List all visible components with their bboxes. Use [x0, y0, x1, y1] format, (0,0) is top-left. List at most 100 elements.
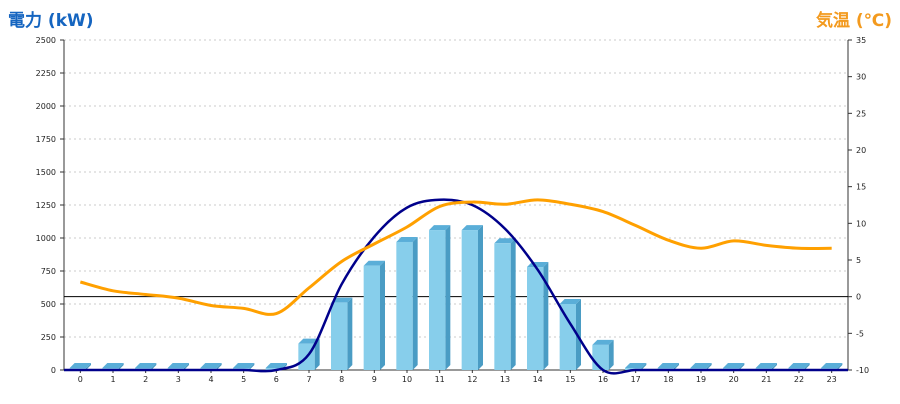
x-tick-label: 19	[696, 375, 706, 384]
x-tick-label: 21	[761, 375, 771, 384]
x-tick-label: 1	[110, 375, 115, 384]
bar-top	[396, 236, 418, 242]
bar-side	[118, 363, 124, 370]
bar-top	[233, 363, 255, 368]
bar	[527, 262, 549, 370]
x-tick-label: 11	[435, 375, 445, 384]
bar-side	[249, 363, 255, 370]
x-tick-label: 13	[500, 375, 510, 384]
bar-top	[821, 363, 843, 368]
x-tick-label: 14	[533, 375, 543, 384]
bar-side	[445, 225, 451, 370]
bar-top	[298, 338, 320, 344]
x-tick-label: 2	[143, 375, 148, 384]
x-tick-label: 3	[176, 375, 181, 384]
bar-side	[739, 363, 745, 370]
y-right-tick-label: 15	[856, 183, 866, 192]
bar-side	[772, 363, 777, 370]
y-left-tick-label: 500	[41, 300, 56, 309]
y-left-tick-label: 2500	[36, 36, 56, 45]
x-tick-label: 0	[78, 375, 83, 384]
bar-side	[347, 297, 353, 370]
bar-top	[167, 363, 189, 368]
bar-side	[412, 236, 418, 370]
bar-top	[265, 363, 287, 368]
x-tick-label: 16	[598, 375, 608, 384]
x-tick-label: 5	[241, 375, 246, 384]
x-tick-label: 7	[306, 375, 311, 384]
y-right-tick-label: 0	[856, 293, 861, 302]
bar-side	[804, 363, 810, 370]
bar	[559, 299, 581, 370]
bar-side	[608, 339, 614, 370]
bar-front	[429, 230, 446, 370]
y-left-tick-label: 250	[41, 333, 56, 342]
x-tick-label: 22	[794, 375, 804, 384]
bar-top	[559, 299, 581, 304]
bar	[592, 339, 614, 370]
y-right-tick-label: 30	[856, 73, 866, 82]
x-tick-label: 17	[631, 375, 641, 384]
y-right-tick-label: -10	[856, 366, 869, 375]
bar-side	[576, 299, 581, 370]
x-tick-label: 4	[208, 375, 213, 384]
bar	[331, 297, 353, 370]
y-right-tick-label: 35	[856, 36, 866, 45]
bar-side	[86, 363, 91, 370]
y-left-tick-label: 1500	[36, 168, 56, 177]
y-left-tick-label: 2000	[36, 102, 56, 111]
left-axis-title: 電力 (kW)	[8, 11, 94, 31]
bar	[461, 225, 483, 370]
bar-front	[265, 368, 282, 370]
bar-front	[396, 241, 413, 370]
bar-front	[494, 243, 511, 370]
x-tick-label: 8	[339, 375, 344, 384]
y-left-tick-label: 2250	[36, 69, 56, 78]
bar-top	[461, 225, 483, 231]
right-axis-title: 気温 (℃)	[815, 11, 892, 31]
bar-side	[216, 363, 222, 370]
y-right-tick-label: 10	[856, 219, 866, 228]
bar-side	[543, 262, 549, 370]
bar-side	[837, 363, 843, 370]
bar-top	[788, 363, 810, 368]
bar-top	[723, 363, 745, 368]
y-left-tick-label: 1750	[36, 135, 56, 144]
bar	[494, 238, 516, 370]
bar-front	[592, 344, 609, 370]
y-left-tick-label: 0	[51, 366, 56, 375]
bar-side	[706, 363, 712, 370]
x-tick-label: 12	[467, 375, 477, 384]
bar-top	[69, 363, 91, 368]
x-tick-label: 23	[827, 375, 837, 384]
bar-top	[657, 363, 679, 368]
power-line	[63, 198, 848, 375]
bar-top	[200, 363, 222, 368]
bar-top	[494, 238, 516, 244]
bar-front	[559, 304, 576, 370]
bar-front	[331, 302, 348, 370]
bar-side	[674, 363, 679, 370]
bar-top	[690, 363, 712, 368]
x-tick-label: 15	[565, 375, 575, 384]
bar	[396, 236, 418, 370]
bar-top	[592, 339, 614, 345]
bar-top	[755, 363, 777, 368]
bar-side	[641, 363, 647, 370]
bar-top	[625, 363, 647, 368]
bar-top	[331, 297, 353, 303]
bar-top	[102, 363, 124, 368]
bar-side	[151, 363, 157, 370]
y-right-tick-label: 25	[856, 109, 866, 118]
x-tick-label: 6	[274, 375, 279, 384]
bar	[429, 225, 451, 370]
x-tick-label: 10	[402, 375, 412, 384]
x-tick-label: 20	[729, 375, 739, 384]
bar-front	[461, 230, 478, 370]
bar-side	[314, 338, 320, 370]
bar-side	[380, 260, 385, 370]
bar-front	[363, 265, 380, 370]
bar-side	[510, 238, 516, 370]
y-right-tick-label: 5	[856, 256, 861, 265]
